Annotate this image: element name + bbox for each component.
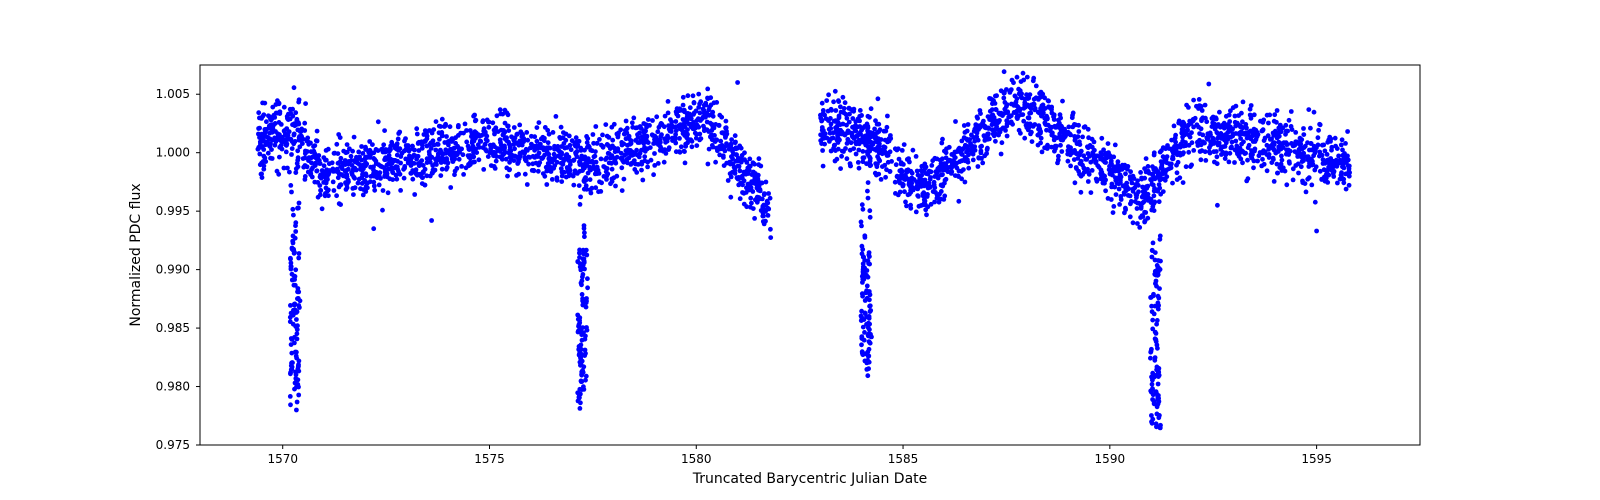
light-curve-chart: 1570 1575 1580 1585 1590 1595 0.975 0.980 0.985… bbox=[0, 0, 1600, 500]
x-tick-label: 1585 bbox=[888, 452, 919, 466]
x-tick-label: 1580 bbox=[681, 452, 712, 466]
y-tick-label: 0.990 bbox=[156, 263, 190, 277]
y-tick-label: 0.995 bbox=[156, 204, 190, 218]
y-axis-label: Normalized PDC flux bbox=[128, 183, 144, 326]
y-tick-label: 0.985 bbox=[156, 321, 190, 335]
x-axis-label: Truncated Barycentric Julian Date bbox=[692, 471, 928, 487]
x-tick-label: 1575 bbox=[474, 452, 505, 466]
y-tick-label: 1.000 bbox=[156, 146, 190, 160]
chart-svg: 1570 1575 1580 1585 1590 1595 0.975 0.980 0.985… bbox=[0, 0, 1600, 500]
x-ticks: 1570 1575 1580 1585 1590 1595 bbox=[267, 445, 1331, 466]
x-tick-label: 1570 bbox=[267, 452, 298, 466]
x-tick-label: 1595 bbox=[1301, 452, 1332, 466]
y-tick-label: 1.005 bbox=[156, 87, 190, 101]
y-ticks: 0.975 0.980 0.985 0.990 0.995 1.000 1.005 bbox=[156, 87, 200, 452]
x-tick-label: 1590 bbox=[1095, 452, 1126, 466]
y-tick-label: 0.980 bbox=[156, 380, 190, 394]
y-tick-label: 0.975 bbox=[156, 438, 190, 452]
